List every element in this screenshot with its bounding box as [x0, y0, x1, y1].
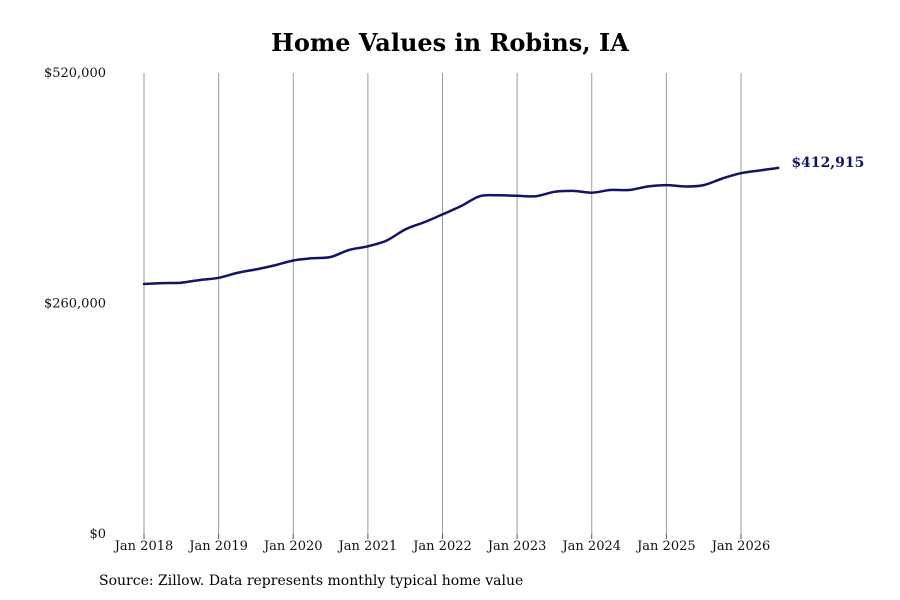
- series-line: [142, 166, 780, 286]
- x-tick-label: Jan 2025: [635, 539, 696, 554]
- x-axis-ticks: Jan 2018 Jan 2019 Jan 2020 Jan 2021 Jan 2022…: [113, 534, 771, 554]
- x-tick-label: Jan 2018: [113, 539, 174, 554]
- x-tick-label: Jan 2026: [710, 539, 771, 554]
- x-tick-label: Jan 2020: [262, 539, 323, 554]
- y-tick-label: $520,000: [44, 66, 106, 81]
- y-tick-label: $260,000: [44, 297, 106, 312]
- x-tick-label: Jan 2019: [187, 539, 248, 554]
- x-tick-label: Jan 2024: [560, 539, 621, 554]
- end-value-label: $412,915: [791, 155, 864, 171]
- x-tick-label: Jan 2021: [337, 539, 398, 554]
- series-layer: [142, 166, 780, 286]
- y-axis-ticks: $0 $260,000 $520,000: [44, 66, 106, 542]
- chart-title: Home Values in Robins, IA: [271, 28, 629, 57]
- y-tick-label: $0: [89, 527, 106, 542]
- source-note: Source: Zillow. Data represents monthly …: [99, 573, 524, 589]
- x-tick-label: Jan 2023: [486, 539, 547, 554]
- x-tick-label: Jan 2022: [411, 539, 472, 554]
- gridlines: [143, 73, 742, 534]
